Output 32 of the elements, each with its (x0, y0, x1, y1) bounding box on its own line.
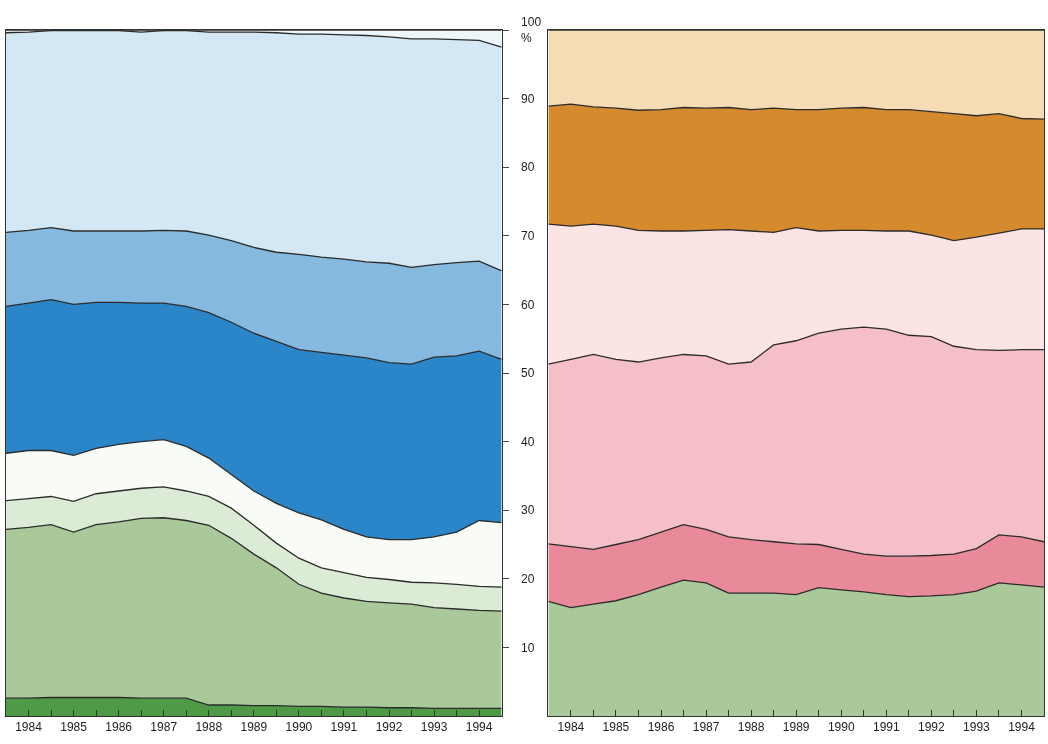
x-tick-label: 1994 (465, 720, 493, 735)
x-tick-label: 1988 (195, 720, 223, 735)
x-tick-label: 1990 (827, 720, 855, 735)
y-tick-label: 10 (521, 640, 535, 655)
x-tick-label: 1986 (647, 720, 675, 735)
x-tick-label: 1992 (918, 720, 946, 735)
y-tick-label: 60 (521, 297, 535, 312)
y-tick-label: 100 % (521, 15, 542, 45)
y-tick-label: 50 (521, 366, 535, 381)
y-tick-label: 80 (521, 160, 535, 175)
x-tick-label: 1987 (150, 720, 178, 735)
x-tick-label: 1985 (602, 720, 630, 735)
x-tick-label: 1991 (872, 720, 900, 735)
x-tick-label: 1988 (737, 720, 765, 735)
x-tick-label: 1993 (420, 720, 448, 735)
x-tick-label: 1986 (105, 720, 133, 735)
x-tick-label: 1989 (240, 720, 268, 735)
x-tick-label: 1991 (330, 720, 358, 735)
x-tick-label: 1990 (285, 720, 313, 735)
x-tick-label: 1994 (1008, 720, 1036, 735)
y-tick-label: 40 (521, 434, 535, 449)
x-tick-label: 1992 (375, 720, 403, 735)
x-tick-label: 1989 (782, 720, 810, 735)
x-tick-label: 1984 (557, 720, 585, 735)
x-tick-label: 1984 (15, 720, 43, 735)
y-tick-label: 30 (521, 503, 535, 518)
x-tick-label: 1985 (60, 720, 88, 735)
x-tick-label: 1993 (963, 720, 991, 735)
y-tick-label: 70 (521, 229, 535, 243)
x-tick-label: 1987 (692, 720, 720, 735)
y-tick-label: 90 (521, 91, 535, 106)
y-tick-label: 20 (521, 572, 535, 586)
